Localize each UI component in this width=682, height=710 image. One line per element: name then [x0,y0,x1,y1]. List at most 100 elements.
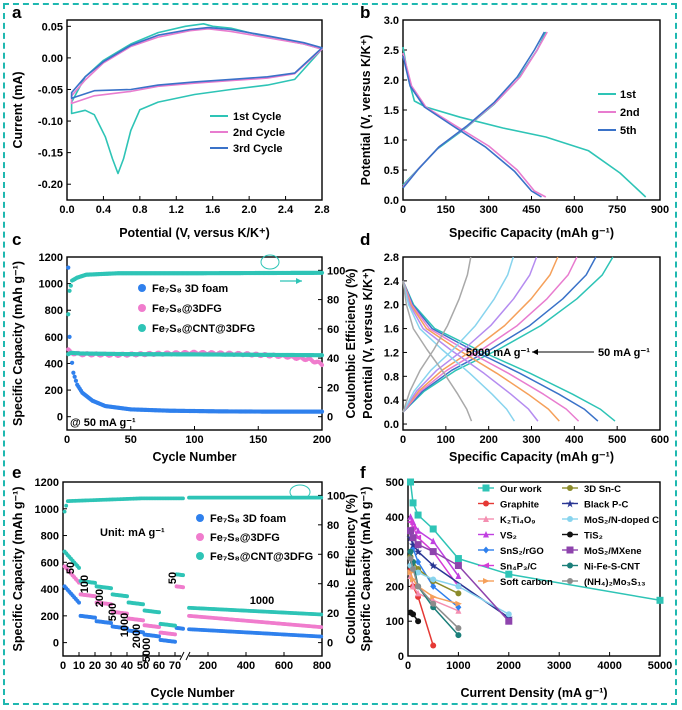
e-rate-point-1 [77,600,81,605]
f-point-14 [410,566,417,572]
x-tick-label-f: 2000 [497,660,521,672]
x-tick-label-a: 0.0 [59,204,74,216]
legend-label-f: Our work [500,484,542,495]
c-point-4 [66,312,71,317]
f-point-5 [430,582,437,590]
legend-marker-f [483,515,489,522]
x-tick-label-a: 1.2 [169,204,184,216]
cv-curve-3 [70,26,323,100]
rate-charge-2 [402,256,597,413]
c-point-1 [73,378,79,383]
f-point-4 [407,513,414,520]
rate-label-e: 200 [94,589,106,607]
rate-discharge-5 [402,280,539,422]
y-axis-label-b: Potential (V, versus K/K⁺) [359,35,373,186]
y-axis-label-f: Specific Capacity (mAh g⁻¹) [359,487,373,652]
e-ce-point [181,496,185,501]
y-tick-label-e: 1200 [35,477,59,489]
x-tick-label-d: 0 [400,434,406,446]
rate-label-e: 50 [167,572,179,584]
c-point-1 [67,334,72,339]
legend-label-f: Graphite [500,500,539,511]
f-point-10 [505,611,512,618]
legend-label-b: 1st [620,89,636,101]
x-tick-label-f: 4000 [597,660,621,672]
rate-charge-5 [402,256,538,413]
x-tick-label-d: 200 [479,434,497,446]
f-point-9 [414,547,423,556]
legend-label-a: 3rd Cycle [233,143,283,155]
y-tick-label-d: 0.0 [384,419,399,431]
x-tick-label-a: 1.6 [205,204,220,216]
y-tick-label-c: 0 [57,412,63,424]
legend-swatch-e [196,552,204,560]
y2-tick-label-c: 80 [327,295,339,307]
x-tick-label-a: 2.8 [314,204,329,216]
e-long-point-1 [319,634,324,639]
f-point-4 [415,527,422,534]
legend-label-f: K₂Ti₄O₉ [500,515,536,526]
y2-tick-label-e: 0 [327,638,333,650]
y-tick-label-b: 0.5 [384,165,399,177]
legend-marker-f [567,531,573,538]
f-point-2 [430,642,437,649]
y-tick-label-d: 0.8 [384,371,399,383]
c-point-4 [68,283,73,288]
rate-charge-3 [402,256,578,413]
legend-label-a: 2nd Cycle [233,127,285,139]
plot-frame-a [66,19,323,201]
x-tick-label-a: 0.4 [96,204,112,216]
e-rate-point-1 [157,634,161,639]
axis-break-e [181,653,189,659]
e-rate-point-3 [181,573,185,578]
x-tick-label-b: 750 [608,204,626,216]
rate-discharge-4 [402,280,560,422]
legend-label-f: TiS₂ [584,531,603,542]
legend-marker-f [483,500,489,507]
x-tick-label-e: 30 [105,660,117,672]
ce-highlight-ellipse-e [289,484,311,500]
rate-discharge-3 [402,280,580,422]
f-point-4 [455,572,462,579]
e-rate-point-1 [93,615,97,620]
gcd-curve-6 [402,31,546,189]
ce-highlight-ellipse-c [260,254,280,270]
panel-label-b: b [360,3,370,22]
f-point-7 [407,569,415,576]
f-point-11 [415,618,422,625]
y-tick-label-f: 100 [386,616,404,628]
f-point-6 [414,534,422,541]
legend-label-e: Fe₇S₈@CNT@3DFG [210,551,313,563]
y-tick-label-e: 400 [41,584,59,596]
c-point-2 [319,362,325,368]
unit-note-e: Unit: mA g⁻¹ [100,527,165,539]
x-tick-label-e: 200 [199,660,217,672]
c-point-4 [319,270,325,275]
f-point-1 [505,570,513,578]
rate-charge-4 [402,256,559,413]
y-tick-label-d: 1.2 [384,347,399,359]
x-tick-label-e: 400 [237,660,255,672]
f-point-13 [455,632,462,639]
legend-label-f: Soft carbon [500,577,553,588]
legend-swatch-c [138,304,146,312]
legend-marker-f [567,578,573,584]
panel-label-a: a [12,3,22,22]
rate-charge-7 [402,256,472,413]
legend-marker-f [567,562,573,569]
y-tick-label-d: 0.4 [384,395,400,407]
legend-label-f: Black P-C [584,500,628,511]
e-rate-point-3 [93,580,97,585]
y-tick-label-b: 0.0 [384,195,399,207]
legend-marker-f [483,531,489,538]
cv-curve-1 [70,23,323,175]
f-point-14 [455,625,462,632]
f-point-14 [430,600,437,607]
legend-marker-f [483,578,490,584]
rate-discharge-7 [402,280,473,422]
rate-label-e: 1000 [119,613,131,637]
y-tick-label-e: 600 [41,557,59,569]
f-point-7 [430,593,437,600]
